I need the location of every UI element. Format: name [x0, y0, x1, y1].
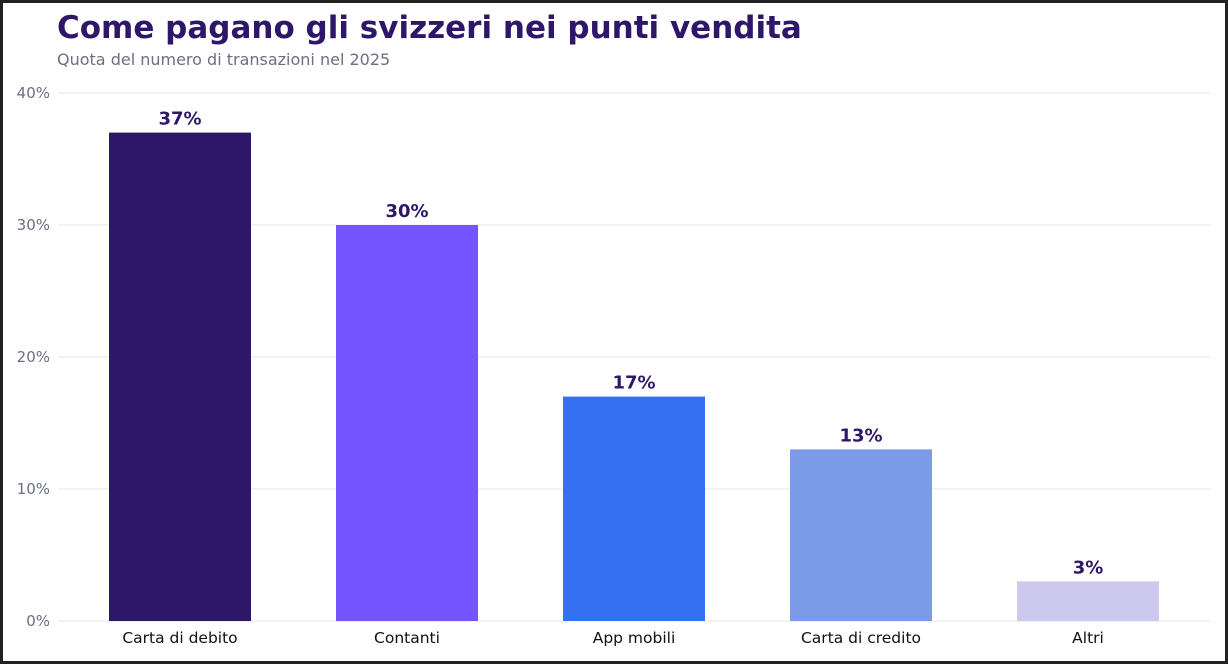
x-tick-label: Altri — [1072, 629, 1104, 647]
y-tick-label: 0% — [26, 612, 50, 630]
chart-title: Come pagano gli svizzeri nei punti vendi… — [57, 10, 802, 46]
y-tick-label: 10% — [17, 480, 50, 498]
data-label: 37% — [158, 109, 201, 130]
bar — [790, 449, 932, 621]
data-label: 13% — [839, 425, 882, 446]
x-tick-label: Carta di credito — [801, 629, 921, 647]
bar — [563, 396, 705, 621]
y-tick-label: 30% — [17, 216, 50, 234]
chart-subtitle: Quota del numero di transazioni nel 2025 — [57, 50, 391, 69]
data-label: 17% — [612, 373, 655, 394]
data-label: 3% — [1073, 557, 1104, 578]
y-tick-label: 40% — [17, 84, 50, 102]
x-tick-label: Contanti — [374, 629, 440, 647]
bar — [109, 132, 251, 621]
x-tick-label: App mobili — [593, 629, 676, 647]
x-tick-label: Carta di debito — [122, 629, 237, 647]
data-label: 30% — [385, 201, 428, 222]
bar — [1017, 581, 1159, 621]
bar — [336, 225, 478, 621]
y-tick-label: 20% — [17, 348, 50, 366]
